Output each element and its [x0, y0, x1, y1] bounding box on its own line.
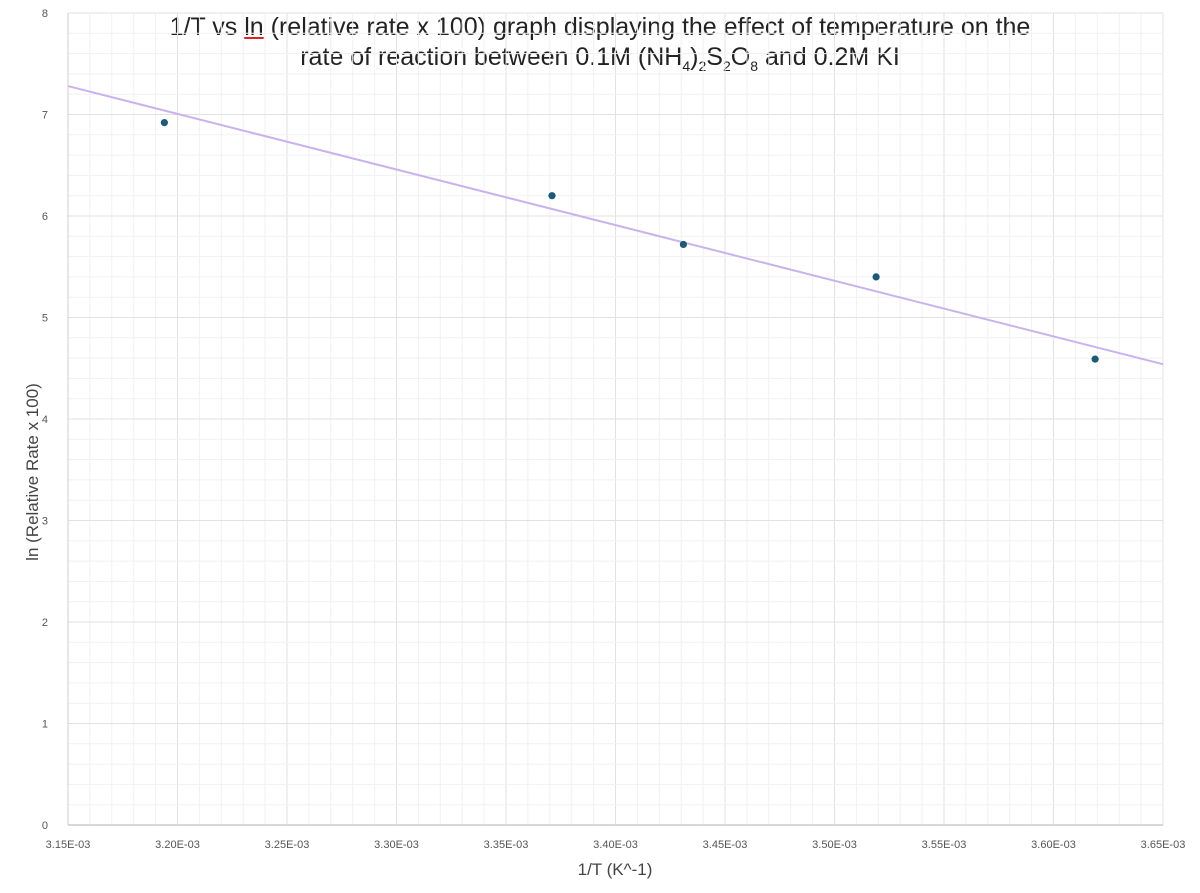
x-tick-label: 3.25E-03 — [265, 839, 310, 851]
y-tick-label: 2 — [42, 617, 48, 629]
title-text: O — [730, 43, 751, 71]
trendline — [67, 85, 1164, 366]
data-points — [160, 119, 1099, 363]
title-subscript: 4 — [682, 58, 691, 74]
data-point — [1091, 355, 1099, 363]
x-axis-label: 1/T (K^-1) — [578, 860, 653, 879]
x-tick-label: 3.20E-03 — [155, 839, 200, 851]
title-text: ) — [690, 43, 699, 71]
tick-labels: 3.15E-03 3.20E-03 3.25E-03 3.30E-03 3.35E-03… — [42, 8, 1185, 851]
y-tick-label: 0 — [42, 820, 48, 832]
title-text: and 0.2M KI — [758, 43, 900, 71]
y-tick-label: 8 — [42, 8, 48, 20]
x-tick-label: 3.40E-03 — [593, 839, 638, 851]
data-point — [548, 192, 556, 200]
x-tick-label: 3.65E-03 — [1141, 839, 1186, 851]
title-subscript: 2 — [722, 58, 731, 74]
title-text: S — [706, 43, 723, 71]
x-tick-label: 3.55E-03 — [922, 839, 967, 851]
data-point — [679, 240, 687, 249]
trendline-group — [67, 85, 1164, 366]
y-tick-label: 4 — [42, 414, 48, 426]
x-tick-label: 3.15E-03 — [46, 839, 91, 851]
y-tick-label: 7 — [42, 110, 48, 122]
data-point — [160, 119, 168, 127]
x-tick-label: 3.45E-03 — [703, 839, 748, 851]
y-tick-label: 1 — [42, 719, 48, 731]
y-axis-label: ln (Relative Rate x 100) — [23, 383, 42, 561]
x-tick-label: 3.35E-03 — [484, 839, 529, 851]
x-tick-label: 3.30E-03 — [374, 839, 419, 851]
y-tick-label: 6 — [42, 211, 48, 223]
title-text: ln — [244, 13, 264, 41]
title-subscript: 2 — [698, 58, 707, 74]
x-tick-label: 3.50E-03 — [812, 839, 857, 851]
chart-title-line-1: 1/T vs ln (relative rate x 100) graph di… — [0, 12, 1200, 42]
chart-title: 1/T vs ln (relative rate x 100) graph di… — [0, 12, 1200, 74]
title-text: rate of reaction between 0.1M (NH — [300, 43, 683, 71]
data-point — [872, 273, 880, 281]
title-text: (relative rate x 100) graph displaying t… — [263, 13, 1031, 41]
grid — [67, 12, 1164, 826]
y-tick-label: 5 — [42, 313, 48, 325]
chart-title-line-2: rate of reaction between 0.1M (NH4)2S2O8… — [0, 42, 1200, 74]
y-tick-label: 3 — [42, 516, 48, 528]
x-tick-label: 3.60E-03 — [1031, 839, 1076, 851]
title-subscript: 8 — [750, 58, 759, 74]
title-text: 1/T vs — [169, 13, 245, 41]
